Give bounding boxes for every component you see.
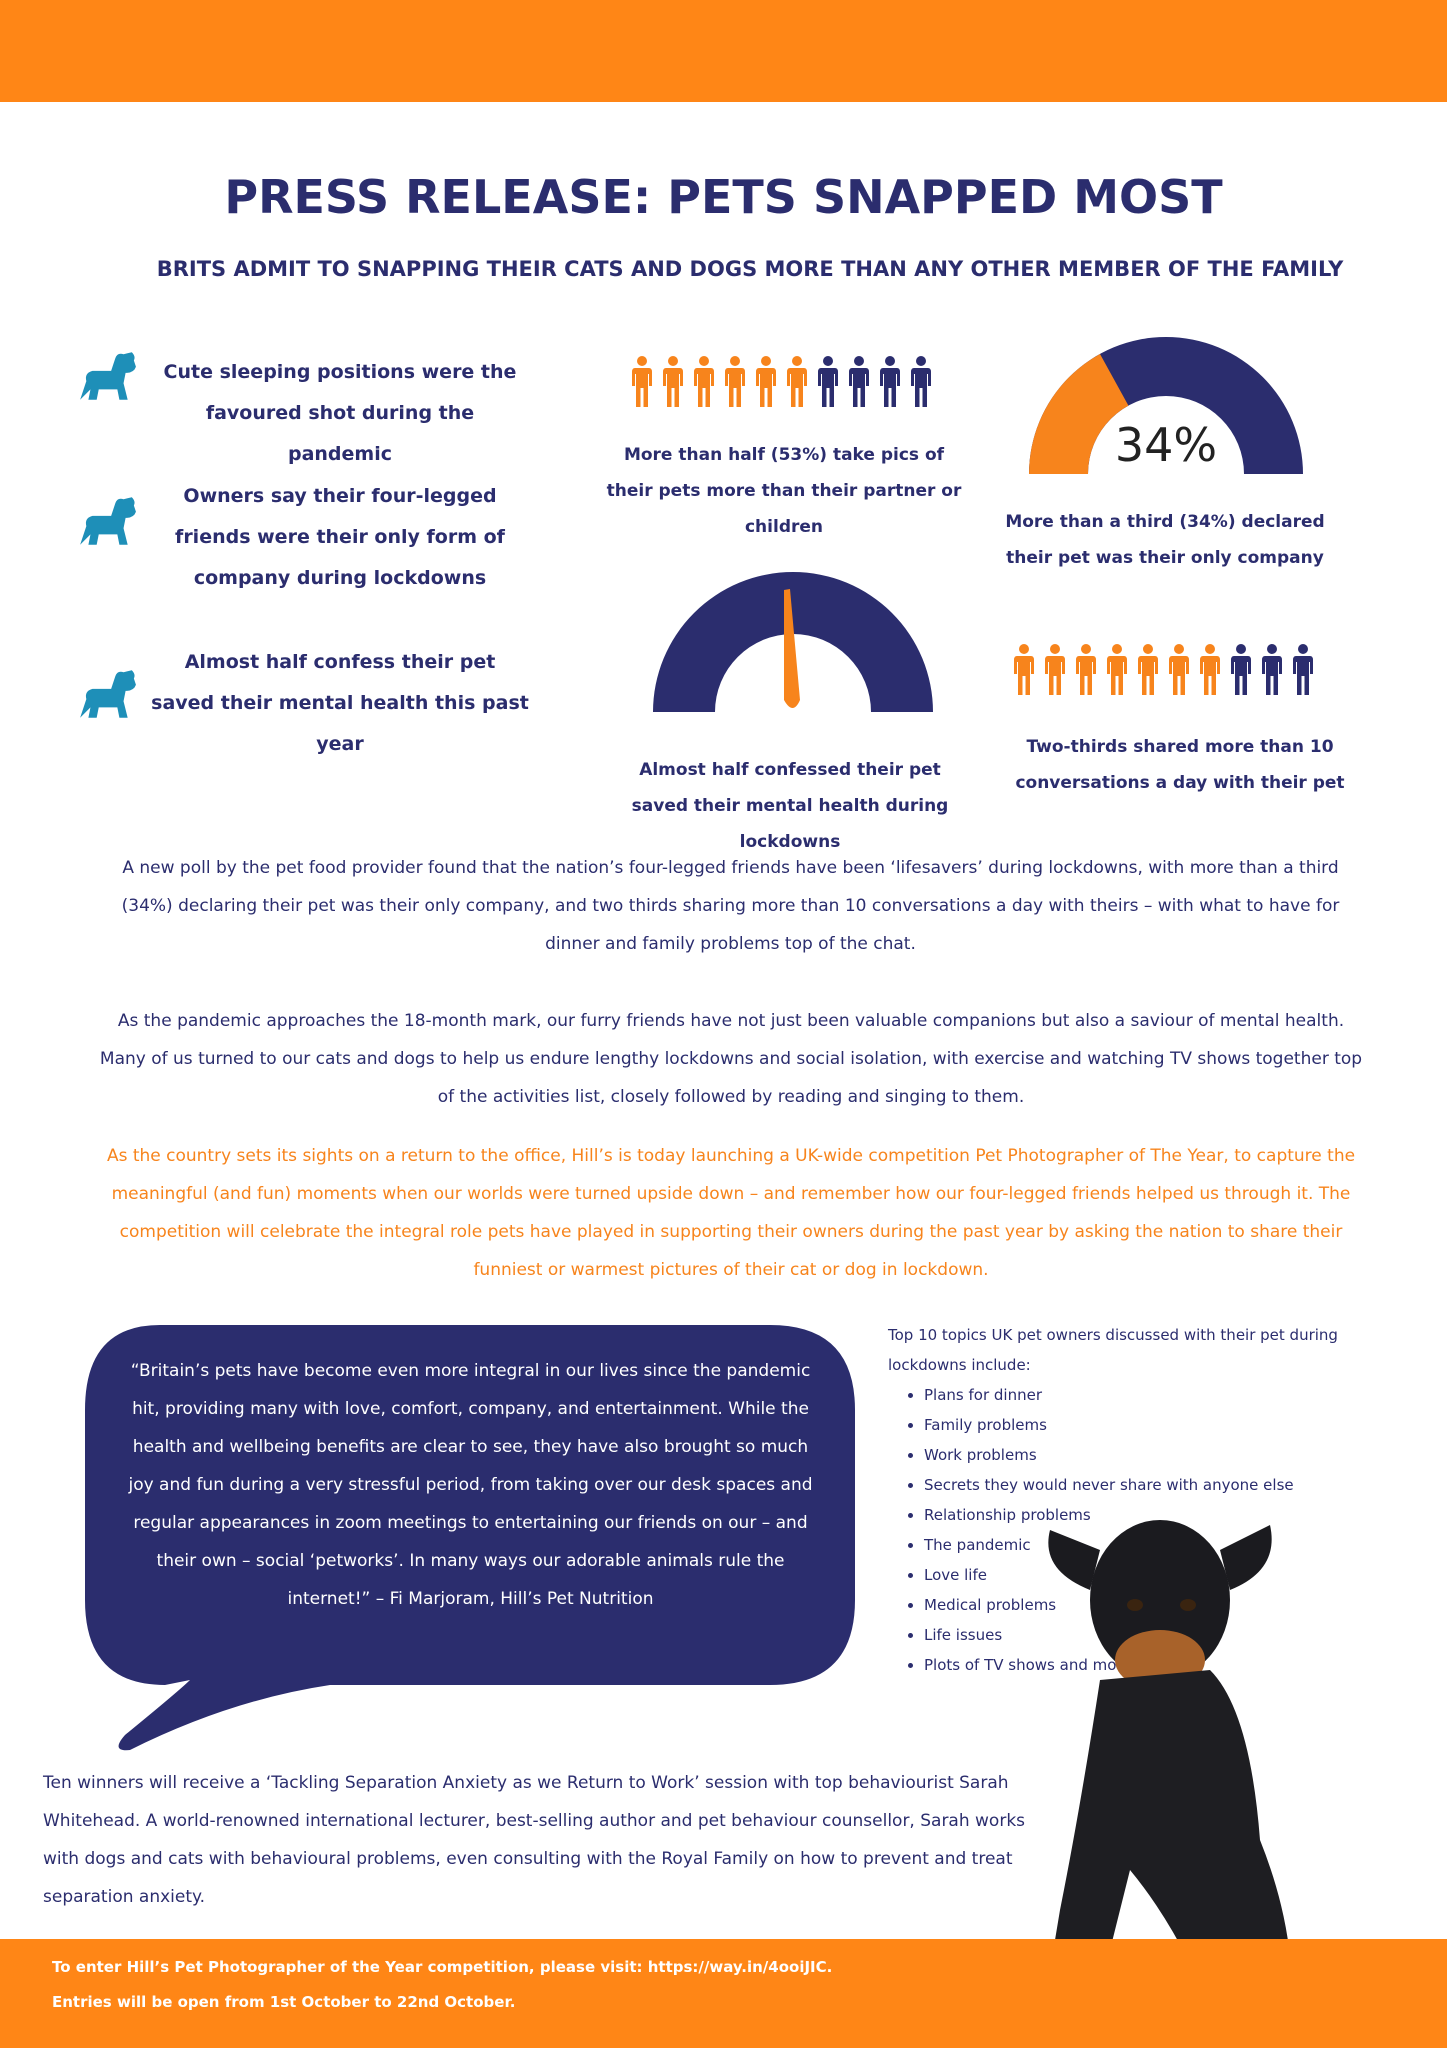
topic-item: Life issues: [924, 1620, 1374, 1650]
gauge-needle: [784, 589, 800, 708]
gauge: [1029, 337, 1303, 474]
topic-item: Relationship problems: [924, 1500, 1374, 1530]
topic-item: Love life: [924, 1560, 1374, 1590]
gauge-label: 34%: [1114, 418, 1218, 472]
quote: “Britain’s pets have become even more in…: [128, 1361, 813, 1609]
fact: Cute sleeping positions were the favoure…: [163, 361, 517, 465]
topic-item: Family problems: [924, 1410, 1374, 1440]
gauge: [653, 572, 933, 712]
gauge-value: [1029, 353, 1129, 474]
paragraph: A new poll by the pet food provider foun…: [121, 858, 1340, 954]
stat-caption: Two-thirds shared more than 10 conversat…: [1015, 737, 1345, 793]
stat-caption: Almost half confessed their pet saved th…: [631, 760, 949, 852]
topic-item: Plots of TV shows and movies: [924, 1650, 1374, 1680]
topic-item: Work problems: [924, 1440, 1374, 1470]
title: PRESS RELEASE: PETS SNAPPED MOST: [224, 170, 1223, 224]
topic-item: The pandemic: [924, 1530, 1374, 1560]
topic-item: Secrets they would never share with anyo…: [924, 1470, 1374, 1500]
subtitle: BRITS ADMIT TO SNAPPING THEIR CATS AND D…: [156, 257, 1344, 281]
footer-line: To enter Hill’s Pet Photographer of the …: [52, 1958, 833, 1976]
topic-item: Plans for dinner: [924, 1380, 1374, 1410]
list-title: Top 10 topics UK pet owners discussed wi…: [888, 1326, 1338, 1374]
stat-caption: More than a third (34%) declared their p…: [1005, 512, 1325, 568]
footer-line: Entries will be open from 1st October to…: [52, 1993, 516, 2011]
stat-caption: More than half (53%) take pics of their …: [606, 445, 962, 537]
fact: Owners say their four-legged friends wer…: [175, 485, 505, 589]
topic-list: Plans for dinnerFamily problemsWork prob…: [890, 1380, 1374, 1680]
gauge-ring: [653, 572, 933, 712]
topic-item: Medical problems: [924, 1590, 1374, 1620]
fact: Almost half confess their pet saved thei…: [151, 651, 529, 755]
paragraph: As the country sets its sights on a retu…: [106, 1146, 1356, 1280]
paragraph: As the pandemic approaches the 18-month …: [99, 1011, 1363, 1107]
bottom-bar: [0, 1939, 1447, 2048]
closing: Ten winners will receive a ‘Tackling Sep…: [43, 1773, 1026, 1907]
top-bar: [0, 0, 1447, 102]
